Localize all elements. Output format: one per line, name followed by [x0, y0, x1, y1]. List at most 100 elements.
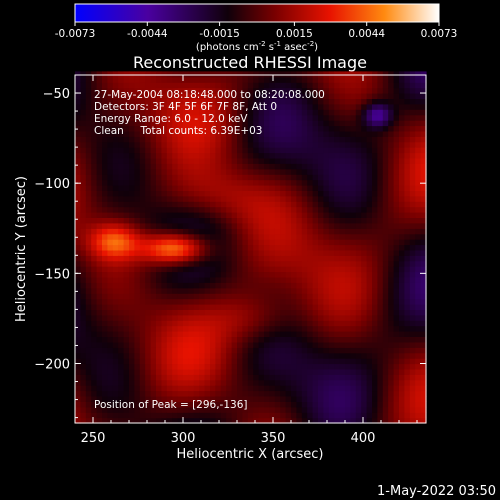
- heatmap-cell: [231, 206, 238, 213]
- heatmap-cell: [285, 93, 292, 99]
- heatmap-cell: [280, 76, 287, 83]
- heatmap-cell: [220, 71, 227, 78]
- heatmap-cell: [409, 309, 416, 316]
- heatmap-cell: [145, 136, 152, 143]
- heatmap-cell: [150, 406, 157, 413]
- heatmap-cell: [420, 168, 427, 175]
- heatmap-cell: [150, 336, 157, 343]
- heatmap-cell: [123, 341, 130, 348]
- heatmap-cell: [150, 255, 157, 262]
- heatmap-cell: [188, 368, 195, 375]
- heatmap-cell: [274, 368, 281, 375]
- heatmap-cell: [123, 331, 130, 337]
- heatmap-cell: [139, 271, 146, 278]
- heatmap-cell: [80, 309, 87, 316]
- heatmap-cell: [274, 374, 281, 381]
- heatmap-cell: [215, 163, 222, 170]
- heatmap-cell: [123, 185, 130, 191]
- heatmap-cell: [420, 412, 427, 419]
- heatmap-cell: [388, 412, 395, 419]
- heatmap-cell: [96, 239, 103, 246]
- heatmap-cell: [350, 76, 357, 83]
- heatmap-cell: [193, 266, 200, 273]
- heatmap-cell: [156, 320, 162, 327]
- heatmap-cell: [183, 233, 189, 240]
- heatmap-cell: [215, 276, 222, 283]
- heatmap-cell: [361, 347, 368, 354]
- heatmap-cell: [188, 239, 195, 246]
- heatmap-cell: [307, 130, 314, 137]
- heatmap-cell: [307, 255, 314, 262]
- heatmap-cell: [420, 368, 427, 375]
- heatmap-cell: [118, 222, 125, 229]
- heatmap-cell: [334, 401, 341, 408]
- heatmap-cell: [215, 325, 222, 332]
- heatmap-cell: [280, 82, 287, 89]
- heatmap-cell: [134, 87, 141, 94]
- heatmap-cell: [291, 276, 297, 283]
- heatmap-cell: [215, 374, 222, 381]
- heatmap-cell: [274, 141, 281, 148]
- heatmap-cell: [156, 412, 162, 419]
- heatmap-cell: [334, 82, 341, 89]
- heatmap-cell: [355, 325, 362, 332]
- heatmap-cell: [361, 190, 368, 197]
- heatmap-cell: [242, 136, 249, 143]
- heatmap-cell: [129, 260, 135, 267]
- heatmap-cell: [355, 379, 362, 386]
- heatmap-cell: [220, 228, 227, 235]
- heatmap-cell: [312, 293, 319, 300]
- heatmap-cell: [85, 287, 92, 294]
- heatmap-cell: [269, 71, 276, 78]
- heatmap-cell: [91, 163, 98, 170]
- heatmap-cell: [280, 201, 287, 208]
- heatmap-cell: [350, 287, 357, 294]
- heatmap-cell: [188, 82, 195, 89]
- heatmap-cell: [215, 185, 222, 191]
- heatmap-cell: [420, 309, 427, 316]
- heatmap-cell: [166, 358, 173, 365]
- heatmap-cell: [409, 363, 416, 370]
- heatmap-cell: [307, 260, 314, 267]
- heatmap-cell: [253, 276, 260, 283]
- heatmap-cell: [145, 130, 152, 137]
- heatmap-cell: [388, 320, 395, 327]
- heatmap-cell: [139, 309, 146, 316]
- heatmap-cell: [75, 147, 81, 154]
- heatmap-cell: [291, 87, 297, 94]
- heatmap-cell: [247, 287, 254, 294]
- heatmap-cell: [231, 309, 238, 316]
- heatmap-cell: [312, 368, 319, 375]
- heatmap-cell: [237, 233, 243, 240]
- heatmap-cell: [296, 233, 303, 240]
- heatmap-cell: [372, 206, 378, 213]
- heatmap-cell: [361, 233, 368, 240]
- heatmap-cell: [96, 287, 103, 294]
- heatmap-cell: [210, 179, 216, 186]
- heatmap-cell: [107, 401, 114, 408]
- heatmap-cell: [328, 163, 335, 170]
- heatmap-cell: [242, 363, 249, 370]
- heatmap-cell: [150, 217, 157, 224]
- heatmap-cell: [183, 417, 189, 424]
- heatmap-cell: [199, 120, 206, 127]
- heatmap-cell: [323, 298, 330, 305]
- heatmap-cell: [226, 82, 233, 89]
- heatmap-cell: [420, 125, 427, 132]
- heatmap-cell: [231, 352, 238, 359]
- heatmap-cell: [188, 347, 195, 354]
- heatmap-cell: [404, 412, 411, 419]
- heatmap-cell: [328, 401, 335, 408]
- heatmap-cell: [388, 136, 395, 143]
- heatmap-cell: [318, 390, 324, 397]
- heatmap-cell: [382, 412, 389, 419]
- heatmap-cell: [107, 152, 114, 159]
- y-tick-label: −50: [43, 87, 70, 102]
- heatmap-cell: [220, 152, 227, 159]
- heatmap-cell: [345, 314, 351, 321]
- heatmap-cell: [188, 255, 195, 262]
- heatmap-cell: [366, 76, 373, 83]
- heatmap-cell: [139, 331, 146, 337]
- heatmap-cell: [150, 276, 157, 283]
- heatmap-cell: [226, 233, 233, 240]
